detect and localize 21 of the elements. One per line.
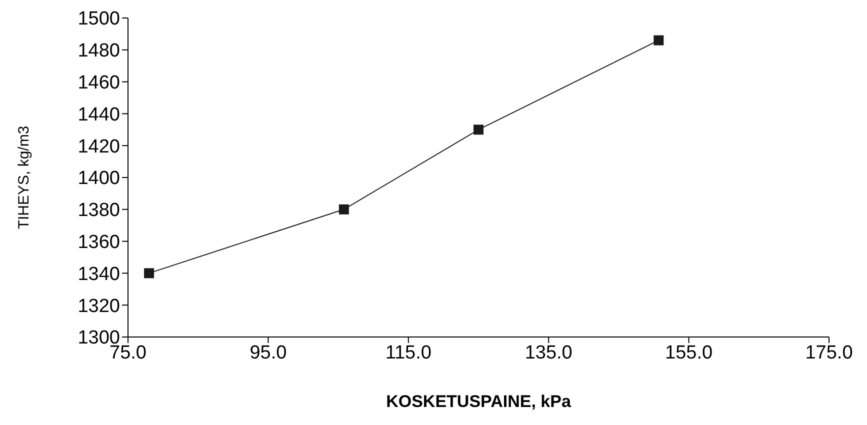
y-tick-label: 1440 <box>78 104 120 126</box>
y-tick-label: 1480 <box>78 40 120 62</box>
y-tick-label: 1460 <box>78 72 120 94</box>
y-tick-label: 1500 <box>78 8 120 30</box>
point <box>144 268 154 278</box>
y-axis-title: TIHEYS, kg/m3 <box>15 126 32 230</box>
point <box>338 204 349 214</box>
point <box>474 124 484 135</box>
x-tick-label: 95.0 <box>250 342 287 364</box>
x-tick-label: 155.0 <box>665 342 713 364</box>
x-tick-label: 175.0 <box>805 342 853 364</box>
y-tick-label: 1420 <box>78 136 120 158</box>
point <box>654 35 664 46</box>
x-axis-title: KOSKETUSPAINE, kPa <box>386 392 572 411</box>
y-tick-label: 1380 <box>78 200 120 222</box>
x-tick-label: 135.0 <box>524 342 572 364</box>
y-tick-label: 1320 <box>78 296 120 317</box>
y-tick-label: 1360 <box>78 232 120 254</box>
x-tick-label: 115.0 <box>385 342 432 364</box>
y-tick-label: 1340 <box>78 264 120 285</box>
y-tick-label: 1400 <box>78 168 120 190</box>
